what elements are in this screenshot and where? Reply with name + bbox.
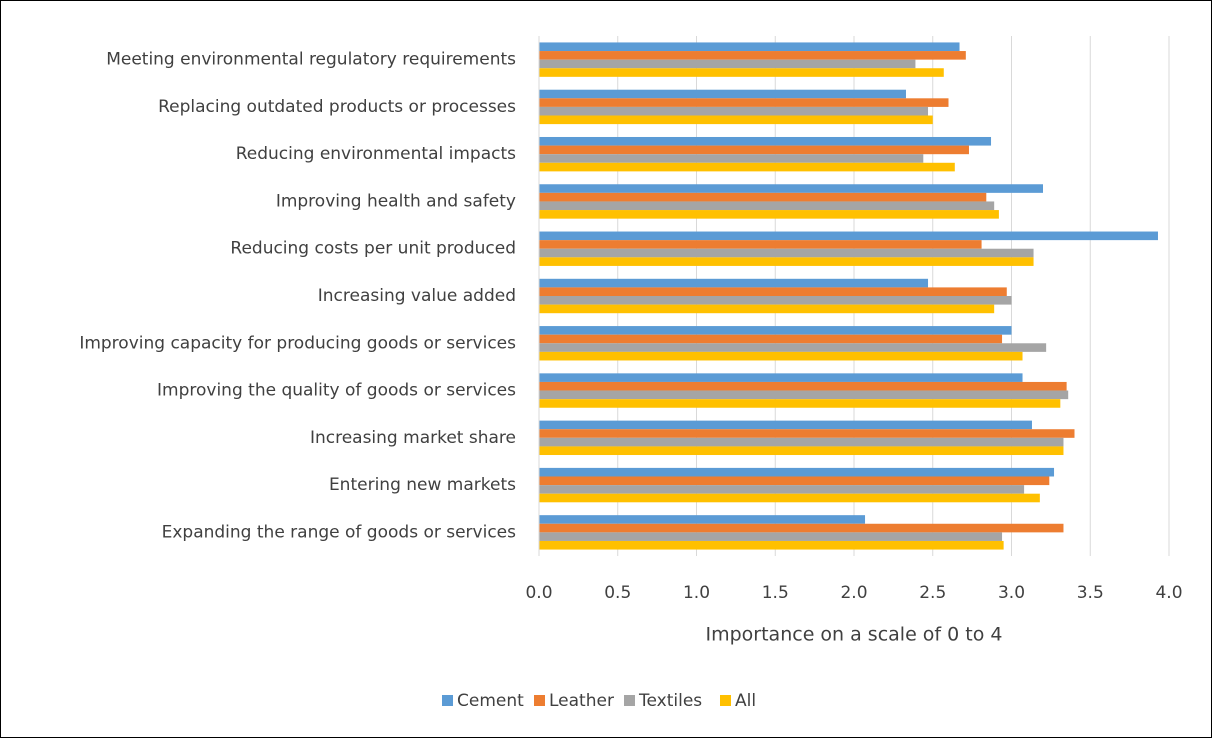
bar: [539, 515, 866, 524]
bar: [539, 162, 955, 172]
bar: [539, 136, 992, 146]
bar: [539, 381, 1067, 391]
bar: [539, 184, 1043, 193]
y-tick-label: Improving health and safety: [276, 191, 516, 211]
legend-label: Leather: [549, 691, 614, 711]
y-tick-label: Replacing outdated products or processes: [158, 97, 516, 117]
bar: [539, 429, 1075, 438]
legend-swatch: [720, 695, 731, 706]
y-tick-label: Reducing environmental impacts: [236, 144, 516, 164]
bar: [539, 89, 906, 99]
x-tick-label: 2.5: [919, 583, 946, 603]
bar: [539, 240, 982, 249]
bar: [539, 373, 1023, 382]
x-axis-title: Importance on a scale of 0 to 4: [706, 624, 1003, 646]
bar: [539, 145, 969, 155]
bar: [539, 390, 1069, 400]
bar: [539, 59, 916, 69]
bar: [539, 334, 1003, 344]
x-tick-label: 1.5: [762, 583, 789, 603]
bar: [539, 420, 1032, 430]
y-tick-label: Entering new markets: [329, 475, 516, 495]
bar: [539, 485, 1025, 494]
bar: [539, 98, 949, 107]
bar: [539, 476, 1050, 486]
bar: [539, 42, 960, 52]
legend-swatch: [442, 695, 453, 706]
legend-label: All: [735, 691, 756, 711]
bar: [539, 304, 995, 314]
bar: [539, 210, 999, 219]
bar: [539, 493, 1040, 503]
legend-swatch: [534, 695, 545, 706]
bar: [539, 201, 995, 211]
y-tick-label: Increasing value added: [318, 286, 516, 306]
x-tick-label: 1.0: [683, 583, 710, 603]
bar: [539, 68, 944, 77]
bar: [539, 523, 1064, 533]
y-tick-label: Expanding the range of goods or services: [162, 522, 517, 542]
y-tick-label: Increasing market share: [310, 428, 516, 448]
bar: [539, 192, 987, 202]
bar: [539, 51, 966, 60]
bar: [539, 248, 1034, 258]
y-tick-label: Reducing costs per unit produced: [230, 239, 516, 259]
bar: [539, 446, 1064, 456]
y-tick-label: Meeting environmental regulatory require…: [106, 50, 516, 70]
x-tick-label: 3.0: [998, 583, 1025, 603]
y-tick-label: Improving the quality of goods or servic…: [157, 381, 516, 401]
x-tick-label: 4.0: [1155, 583, 1182, 603]
x-tick-label: 3.5: [1077, 583, 1104, 603]
x-tick-label: 2.0: [840, 583, 867, 603]
bar: [539, 231, 1158, 241]
x-tick-label: 0.0: [525, 583, 552, 603]
bar: [539, 437, 1064, 447]
x-tick-label: 0.5: [604, 583, 631, 603]
bar: [539, 326, 1012, 335]
legend-swatch: [624, 695, 635, 706]
bar: [539, 154, 924, 163]
bar: [539, 296, 1012, 305]
bar: [539, 343, 1047, 352]
y-tick-label: Improving capacity for producing goods o…: [79, 333, 516, 353]
bar: [539, 257, 1034, 266]
legend-label: Textiles: [638, 691, 702, 711]
bar: [539, 532, 1003, 541]
bar: [539, 115, 933, 125]
bar: [539, 351, 1023, 361]
bar: [539, 467, 1055, 477]
bar: [539, 399, 1061, 408]
legend-label: Cement: [457, 691, 524, 711]
bar: [539, 287, 1007, 296]
bar: [539, 278, 929, 288]
bar: [539, 540, 1004, 550]
bar: [539, 106, 929, 116]
